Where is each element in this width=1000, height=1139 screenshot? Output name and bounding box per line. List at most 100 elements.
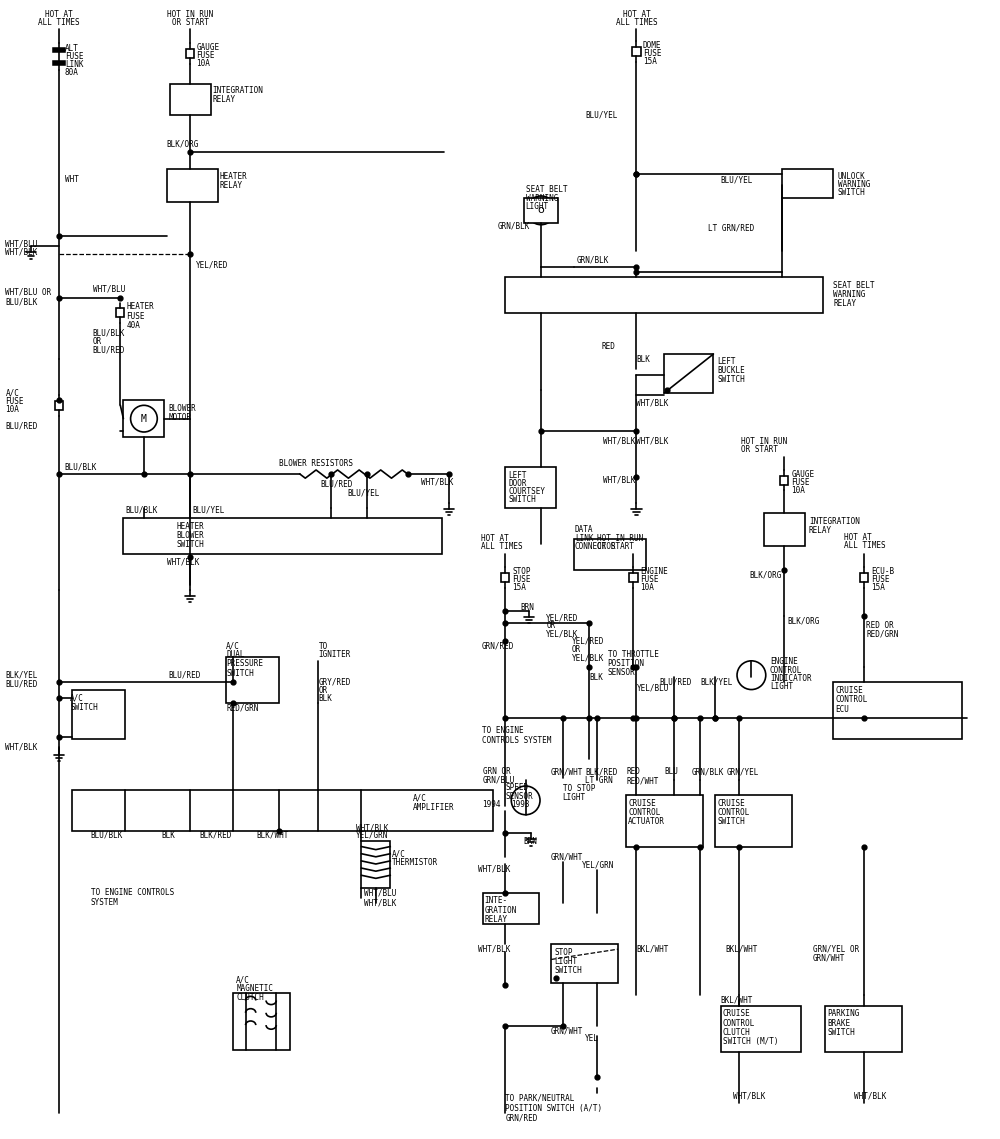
Text: SWITCH: SWITCH <box>827 1027 855 1036</box>
Text: PARKING: PARKING <box>827 1009 860 1018</box>
Text: SWITCH: SWITCH <box>718 375 745 384</box>
Text: WHT/BLK: WHT/BLK <box>603 436 635 445</box>
Text: LEFT: LEFT <box>718 357 736 366</box>
Bar <box>551 944 618 983</box>
Text: SWITCH: SWITCH <box>554 966 582 975</box>
Text: YEL/RED: YEL/RED <box>196 260 229 269</box>
Text: ECU: ECU <box>836 705 849 713</box>
Text: WHT/BLK: WHT/BLK <box>636 436 669 445</box>
Bar <box>483 893 539 924</box>
Text: RELAY: RELAY <box>485 915 508 924</box>
Text: LINK: LINK <box>65 60 83 69</box>
Text: TO PARK/NEUTRAL: TO PARK/NEUTRAL <box>505 1093 575 1103</box>
Text: GRY/RED: GRY/RED <box>318 678 351 687</box>
Text: BLK/YEL: BLK/YEL <box>700 678 732 687</box>
Text: SEAT BELT: SEAT BELT <box>833 280 875 289</box>
Text: SWITCH (M/T): SWITCH (M/T) <box>723 1036 778 1046</box>
Text: LIGHT: LIGHT <box>554 957 578 966</box>
Text: HEATER: HEATER <box>177 522 205 531</box>
Text: 10A: 10A <box>791 486 805 495</box>
Text: YEL/GRN: YEL/GRN <box>356 830 389 839</box>
Circle shape <box>511 786 540 814</box>
Text: POSITION SWITCH (A/T): POSITION SWITCH (A/T) <box>505 1104 602 1113</box>
Text: FUSE: FUSE <box>641 575 659 584</box>
Text: MAGNETIC: MAGNETIC <box>236 984 273 993</box>
Text: GRN/YEL OR: GRN/YEL OR <box>813 944 859 953</box>
Text: RED OR: RED OR <box>866 622 894 631</box>
Text: WHT: WHT <box>65 175 79 185</box>
Text: FUSE: FUSE <box>196 51 215 60</box>
Text: LIGHT: LIGHT <box>770 682 793 691</box>
Text: GRN OR: GRN OR <box>483 768 510 776</box>
Text: WARNING: WARNING <box>526 194 558 203</box>
Text: ALL TIMES: ALL TIMES <box>616 18 657 27</box>
Text: WHT/BLK: WHT/BLK <box>478 944 511 953</box>
Bar <box>361 842 390 887</box>
Text: FUSE: FUSE <box>5 396 24 405</box>
Text: CLUTCH: CLUTCH <box>236 993 264 1002</box>
Text: IGNITER: IGNITER <box>318 650 351 659</box>
Text: BLOWER: BLOWER <box>177 531 205 540</box>
Text: A/C: A/C <box>5 388 19 398</box>
Text: A/C: A/C <box>236 975 250 984</box>
Text: COURTSEY: COURTSEY <box>508 487 545 495</box>
Bar <box>574 539 646 570</box>
Text: A/C: A/C <box>226 642 240 652</box>
Text: SWITCH: SWITCH <box>177 540 205 549</box>
Text: BLOWER RESISTORS: BLOWER RESISTORS <box>279 459 353 468</box>
Text: WHT/BLU OR: WHT/BLU OR <box>5 288 52 297</box>
Text: TO: TO <box>318 642 328 652</box>
Bar <box>72 689 125 739</box>
Bar <box>186 49 194 58</box>
Text: BLU/RED: BLU/RED <box>5 680 38 689</box>
Bar <box>123 400 164 437</box>
Text: HEATER: HEATER <box>126 302 154 311</box>
Text: SWITCH: SWITCH <box>838 188 865 197</box>
Bar <box>505 467 556 508</box>
Text: STOP: STOP <box>554 948 573 957</box>
Text: AMPLIFIER: AMPLIFIER <box>413 803 454 812</box>
Bar <box>116 309 124 318</box>
Text: WHT/BLK: WHT/BLK <box>854 1091 886 1100</box>
Text: BLU/RED: BLU/RED <box>169 671 201 680</box>
Circle shape <box>737 661 766 689</box>
Text: CONNECTOR: CONNECTOR <box>575 542 617 551</box>
Bar <box>167 170 218 202</box>
Text: RED: RED <box>602 343 615 351</box>
Bar <box>780 476 788 485</box>
Text: TO STOP: TO STOP <box>563 784 595 793</box>
Text: SENSOR: SENSOR <box>608 667 635 677</box>
Text: GRN/RED: GRN/RED <box>482 642 514 652</box>
Text: WHT/BLK: WHT/BLK <box>636 399 669 408</box>
Text: RED/GRN: RED/GRN <box>226 704 258 713</box>
Text: BLK: BLK <box>318 695 332 703</box>
Text: FUSE: FUSE <box>791 477 810 486</box>
Text: INTE-: INTE- <box>485 896 508 906</box>
Bar <box>715 795 792 846</box>
Text: ACTUATOR: ACTUATOR <box>628 818 665 827</box>
Text: CONTROL: CONTROL <box>770 665 802 674</box>
Text: CONTROL: CONTROL <box>628 809 661 817</box>
Text: BRN: BRN <box>521 603 534 612</box>
Text: GRN/WHT: GRN/WHT <box>550 1026 583 1035</box>
Text: THERMISTOR: THERMISTOR <box>392 859 439 868</box>
Text: BLK: BLK <box>161 830 175 839</box>
Text: GRN/BLK: GRN/BLK <box>577 255 609 264</box>
Text: INTEGRATION: INTEGRATION <box>809 517 860 526</box>
Text: BLU/RED: BLU/RED <box>320 480 353 489</box>
Text: LIGHT: LIGHT <box>563 793 586 802</box>
Text: BRN: BRN <box>524 837 537 846</box>
Text: HOT IN RUN: HOT IN RUN <box>597 534 644 543</box>
Text: 10A: 10A <box>196 59 210 68</box>
Bar <box>505 277 823 313</box>
Text: GAUGE: GAUGE <box>791 469 815 478</box>
Text: YEL/BLK: YEL/BLK <box>572 654 604 662</box>
Text: CONTROL: CONTROL <box>836 695 868 704</box>
Text: TO ENGINE: TO ENGINE <box>482 726 523 735</box>
Text: BLU/BLK: BLU/BLK <box>91 830 123 839</box>
Text: YEL/GRN: YEL/GRN <box>582 861 614 869</box>
Text: OR START: OR START <box>597 542 634 551</box>
Text: HEATER: HEATER <box>220 172 248 181</box>
Text: OR: OR <box>546 622 555 631</box>
Bar <box>721 1006 801 1051</box>
